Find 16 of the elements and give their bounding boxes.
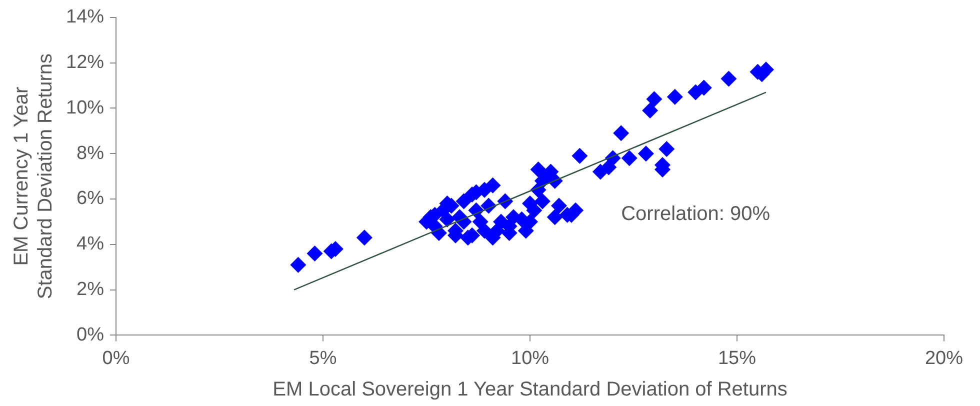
y-tick-label: 8% [76, 142, 104, 164]
y-tick-label: 2% [76, 279, 104, 300]
x-tick-label: 5% [309, 348, 337, 369]
y-tick-label: 0% [76, 324, 104, 346]
x-tick-label: 0% [102, 348, 130, 369]
y-tick-label: 12% [66, 52, 104, 74]
y-tick-label: 6% [76, 188, 104, 210]
x-axis-title: EM Local Sovereign 1 Year Standard Deviation of Returns [272, 378, 788, 401]
x-tick-label: 10% [511, 348, 550, 369]
annotation: Correlation: 90% [621, 202, 770, 225]
x-tick-label: 15% [718, 348, 756, 369]
y-tick-label: 14% [66, 6, 104, 28]
y-axis-title: EM Currency 1 Year Standard Deviation Returns [10, 53, 57, 300]
y-tick-label: 10% [66, 97, 104, 118]
y-tick-label: 4% [76, 234, 104, 255]
x-tick-label: 20% [924, 348, 964, 369]
